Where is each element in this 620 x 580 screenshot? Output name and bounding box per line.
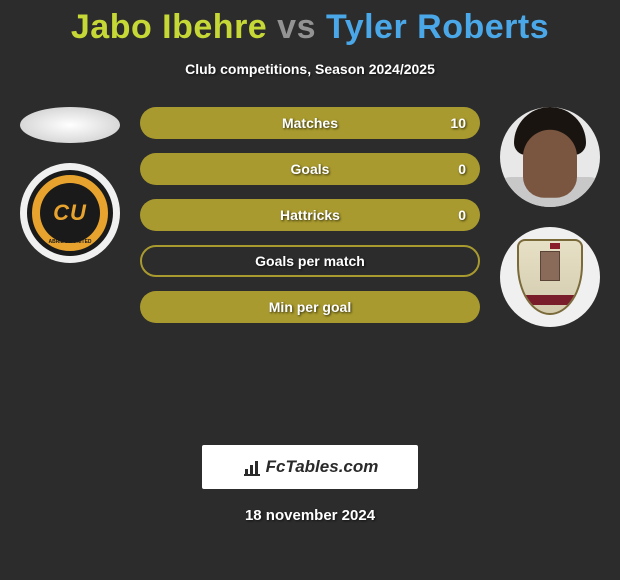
player1-avatar (20, 107, 120, 143)
brand-logo-icon (242, 458, 262, 476)
player2-avatar (500, 107, 600, 207)
date-text: 18 november 2024 (0, 507, 620, 524)
vs-text: vs (277, 8, 316, 46)
stats-column: Matches 10 Goals 0 Hattricks 0 Goals per match… (140, 107, 480, 323)
player1-name: Jabo Ibehre (71, 8, 267, 46)
branding-badge: FcTables.com (202, 445, 418, 489)
stat-label: Hattricks (280, 207, 340, 223)
stat-value-right: 0 (458, 207, 466, 223)
stat-label: Matches (282, 115, 338, 131)
player1-club-badge: CU ABRIDGE UNITED (20, 163, 120, 263)
comparison-content: CU ABRIDGE UNITED Matches10Goals0Hattric… (0, 107, 620, 437)
stat-bar: Goals 0 (140, 153, 480, 185)
left-column: CU ABRIDGE UNITED (10, 107, 130, 263)
stat-label: Min per goal (269, 299, 351, 315)
stat-label: Goals (291, 161, 330, 177)
subtitle: Club competitions, Season 2024/2025 (0, 61, 620, 77)
stat-value-right: 0 (458, 161, 466, 177)
right-column (490, 107, 610, 327)
player2-club-badge (500, 227, 600, 327)
stat-value-right: 10 (450, 115, 466, 131)
stat-bar: Goals per match (140, 245, 480, 277)
club-badge-band: ABRIDGE UNITED (48, 239, 91, 245)
stat-bar: Min per goal (140, 291, 480, 323)
stat-bar: Matches 10 (140, 107, 480, 139)
stat-bar: Hattricks 0 (140, 199, 480, 231)
club-badge-text: CU (53, 200, 87, 226)
player2-name: Tyler Roberts (326, 8, 549, 46)
comparison-title: Jabo Ibehre vs Tyler Roberts (0, 0, 620, 47)
stat-label: Goals per match (255, 253, 365, 269)
brand-text: FcTables.com (266, 457, 379, 477)
